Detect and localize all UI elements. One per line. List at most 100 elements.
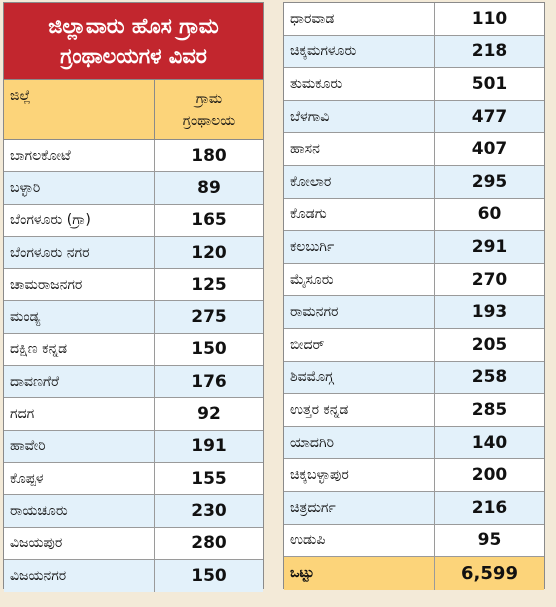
table-header: ಜಿಲ್ಲೆ ಗ್ರಾಮ ಗ್ರಂಥಾಲಯ — [4, 80, 263, 140]
title-line-1: ಜಿಲ್ಲಾವಾರು ಹೊಸ ಗ್ರಾಮ — [48, 14, 219, 38]
table-row: ಗದಗ 92 — [4, 398, 263, 431]
district-name: ವಿಜಯನಗರ — [4, 559, 155, 593]
library-count: 193 — [471, 302, 508, 323]
table-row: ಮಂಡ್ಯ 275 — [4, 301, 263, 334]
district-name: ಚಾಮರಾಜನಗರ — [4, 269, 155, 301]
library-count: 205 — [471, 334, 508, 355]
title-line-2: ಗ್ರಂಥಾಲಯಗಳ ವಿವರ — [60, 44, 207, 68]
district-name: ಕೋಲಾರ — [284, 165, 435, 198]
district-name: ಕೊಡಗು — [284, 198, 435, 231]
district-name: ಬಾಗಲಕೋಟೆ — [4, 140, 155, 172]
district-name: ಗದಗ — [4, 398, 155, 430]
right-table: ಧಾರವಾಡ 110 ಚಿಕ್ಕಮಗಳೂರು 218 ತುಮಕೂರು 501 ಬೆಳಗ… — [283, 2, 545, 590]
district-name: ಚಿತ್ರದುರ್ಗ — [284, 491, 435, 524]
table-row: ದಾವಣಗೆರೆ 176 — [4, 366, 263, 399]
table-row: ಕೊಡಗು 60 — [284, 198, 544, 232]
table-row: ಬೆಂಗಳೂರು ನಗರ 120 — [4, 236, 263, 270]
table-row: ಚಾಮರಾಜನಗರ 125 — [4, 269, 263, 302]
library-count: 176 — [191, 371, 227, 392]
district-name: ಬೀದರ್ — [284, 328, 435, 361]
total-value: 6,599 — [461, 562, 518, 584]
total-row: ಒಟ್ಟು 6,599 — [284, 557, 544, 590]
district-name: ಬೆಳಗಾವಿ — [284, 100, 435, 133]
table-row: ವಿಜಯನಗರ 150 — [4, 559, 263, 593]
library-count: 110 — [471, 8, 508, 29]
library-count: 60 — [477, 204, 502, 225]
table-title: ಜಿಲ್ಲಾವಾರು ಹೊಸ ಗ್ರಾಮ ಗ್ರಂಥಾಲಯಗಳ ವಿವರ — [4, 3, 263, 80]
library-count: 291 — [471, 236, 508, 257]
library-count: 407 — [471, 139, 508, 160]
district-name: ಯಾದಗಿರಿ — [284, 426, 435, 459]
table-row: ಬಳ್ಳಾರಿ 89 — [4, 172, 263, 205]
table-row: ಯಾದಗಿರಿ 140 — [284, 426, 544, 460]
district-name: ಬೆಂಗಳೂರು (ಗ್ರಾ) — [4, 204, 155, 236]
table-row: ದಕ್ಷಿಣ ಕನ್ನಡ 150 — [4, 333, 263, 367]
table-row: ಉಡುಪಿ 95 — [284, 524, 544, 558]
count-header-line-2: ಗ್ರಂಥಾಲಯ — [182, 112, 236, 129]
district-name: ಕೊಪ್ಪಳ — [4, 462, 155, 495]
library-count: 92 — [197, 404, 221, 425]
library-count: 165 — [191, 210, 227, 231]
district-name: ದಕ್ಷಿಣ ಕನ್ನಡ — [4, 333, 155, 366]
district-header: ಜಿಲ್ಲೆ — [4, 80, 155, 139]
count-header-line-1: ಗ್ರಾಮ — [195, 90, 223, 107]
library-count: 295 — [471, 171, 508, 192]
table-row: ಹಾಸನ 407 — [284, 133, 544, 166]
table-row: ರಾಮನಗರ 193 — [284, 296, 544, 329]
library-count: 216 — [471, 497, 508, 518]
table-row: ಚಿತ್ರದುರ್ಗ 216 — [284, 491, 544, 525]
district-name: ಬೆಂಗಳೂರು ನಗರ — [4, 236, 155, 269]
table-row: ಬೆಳಗಾವಿ 477 — [284, 100, 544, 134]
library-count: 258 — [471, 367, 508, 388]
table-row: ಬಾಗಲಕೋಟೆ 180 — [4, 140, 263, 173]
library-count: 95 — [477, 530, 502, 551]
district-name: ಉಡುಪಿ — [284, 524, 435, 557]
library-count: 191 — [191, 436, 227, 457]
table-row: ಉತ್ತರ ಕನ್ನಡ 285 — [284, 394, 544, 427]
table-row: ಹಾವೇರಿ 191 — [4, 430, 263, 463]
district-name: ಕಲಬುರ್ಗಿ — [284, 231, 435, 263]
district-name: ಶಿವಮೊಗ್ಗ — [284, 361, 435, 394]
district-name: ಧಾರವಾಡ — [284, 3, 435, 35]
table-row: ಬೆಂಗಳೂರು (ಗ್ರಾ) 165 — [4, 204, 263, 237]
library-count: 230 — [191, 500, 227, 521]
library-count: 200 — [471, 465, 508, 486]
district-name: ಹಾವೇರಿ — [4, 430, 155, 462]
district-name: ಚಿಕ್ಕಬಳ್ಳಾಪುರ — [284, 459, 435, 491]
library-count: 275 — [191, 307, 227, 328]
table-row: ಧಾರವಾಡ 110 — [284, 3, 544, 36]
library-count: 270 — [471, 269, 508, 290]
district-name: ವಿಜಯಪುರ — [4, 527, 155, 559]
table-row: ಶಿವಮೊಗ್ಗ 258 — [284, 361, 544, 395]
district-name: ಮಂಡ್ಯ — [4, 301, 155, 333]
table-row: ಚಿಕ್ಕಬಳ್ಳಾಪುರ 200 — [284, 459, 544, 492]
library-count: 150 — [191, 566, 227, 586]
district-name: ಉತ್ತರ ಕನ್ನಡ — [284, 394, 435, 426]
table-row: ಕೋಲಾರ 295 — [284, 165, 544, 199]
district-name: ಮೈಸೂರು — [284, 263, 435, 296]
count-header: ಗ್ರಾಮ ಗ್ರಂಥಾಲಯ — [155, 80, 263, 139]
library-count: 180 — [191, 145, 227, 166]
table-row: ರಾಯಚೂರು 230 — [4, 495, 263, 528]
district-name: ರಾಯಚೂರು — [4, 495, 155, 527]
table-row: ಬೀದರ್ 205 — [284, 328, 544, 362]
library-count: 140 — [471, 432, 508, 453]
library-count: 89 — [197, 177, 221, 198]
table-row: ಕಲಬುರ್ಗಿ 291 — [284, 231, 544, 264]
table-row: ತುಮಕೂರು 501 — [284, 68, 544, 101]
district-name: ರಾಮನಗರ — [284, 296, 435, 328]
library-count: 501 — [471, 73, 508, 94]
left-table: ಜಿಲ್ಲಾವಾರು ಹೊಸ ಗ್ರಾಮ ಗ್ರಂಥಾಲಯಗಳ ವಿವರ ಜಿಲ… — [3, 2, 264, 593]
district-name: ತುಮಕೂರು — [284, 68, 435, 100]
left-rows: ಬಾಗಲಕೋಟೆ 180 ಬಳ್ಳಾರಿ 89 ಬೆಂಗಳೂರು (ಗ್ರಾ) 165… — [4, 140, 263, 593]
library-count: 218 — [471, 41, 508, 62]
district-name: ಹಾಸನ — [284, 133, 435, 165]
library-count: 280 — [191, 533, 227, 554]
table-row: ಚಿಕ್ಕಮಗಳೂರು 218 — [284, 35, 544, 69]
table-row: ಮೈಸೂರು 270 — [284, 263, 544, 297]
library-count: 155 — [191, 468, 227, 489]
library-count: 125 — [191, 274, 227, 295]
table-row: ಕೊಪ್ಪಳ 155 — [4, 462, 263, 496]
district-name: ದಾವಣಗೆರೆ — [4, 366, 155, 398]
total-label: ಒಟ್ಟು — [284, 557, 435, 590]
